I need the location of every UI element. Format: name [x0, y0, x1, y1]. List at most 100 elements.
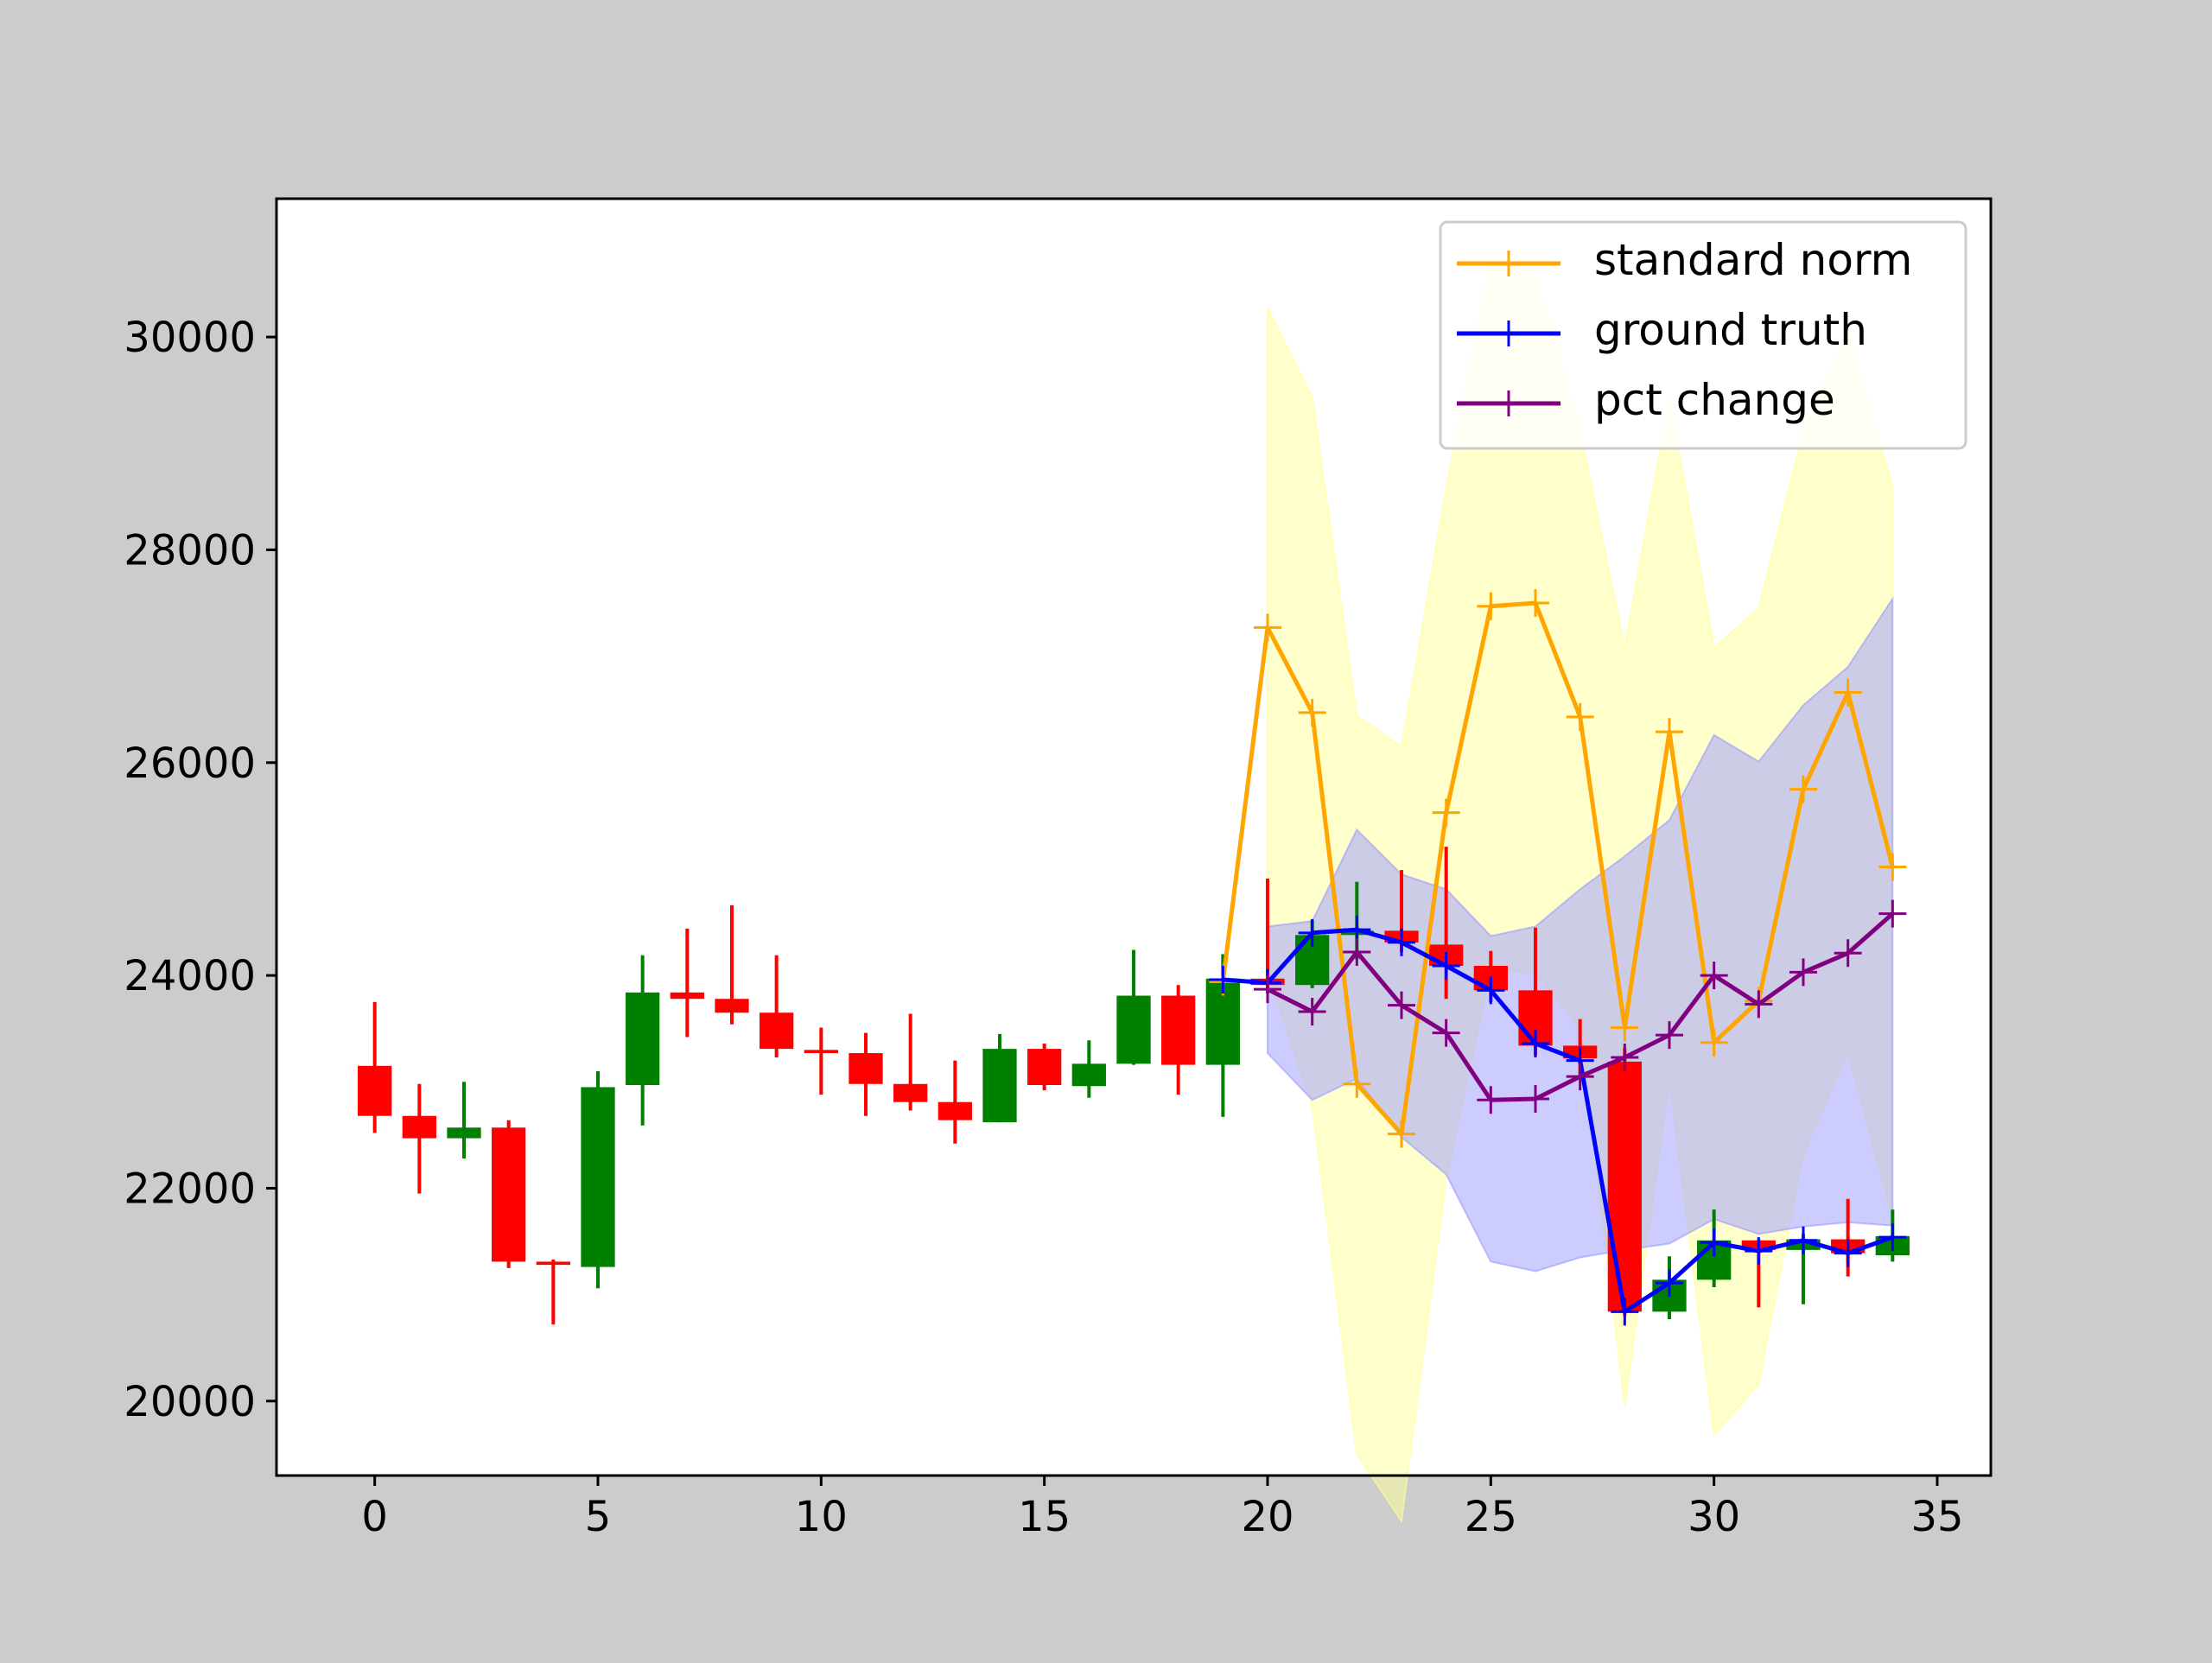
x-tick-label-15: 15 — [1018, 1493, 1071, 1541]
series-point-standard-norm-23 — [1388, 1120, 1415, 1148]
candle-17 — [1116, 949, 1151, 1065]
legend-box — [1439, 220, 1967, 450]
candle-body-0 — [358, 1065, 392, 1116]
series-point-ground-truth-24 — [1432, 952, 1460, 981]
candle-body-28 — [1607, 1061, 1642, 1312]
candle-7 — [670, 928, 704, 1038]
series-point-ground-truth-33 — [1834, 1239, 1862, 1267]
plot-frame — [275, 197, 1993, 1477]
candle-6 — [626, 955, 660, 1126]
candle-10 — [804, 1027, 838, 1095]
series-point-standard-norm-28 — [1611, 1013, 1639, 1042]
series-point-standard-norm-21 — [1298, 698, 1326, 727]
series-point-pct-change-32 — [1789, 958, 1817, 987]
legend-entry-standard-norm: standard norm — [1457, 235, 1912, 285]
series-point-standard-norm-22 — [1343, 1070, 1371, 1098]
series-point-pct-change-23 — [1388, 991, 1415, 1019]
series-point-pct-change-33 — [1834, 939, 1862, 968]
candle-body-10 — [804, 1050, 838, 1054]
series-point-pct-change-34 — [1878, 899, 1907, 928]
y-tick-label-20000: 20000 — [124, 1378, 256, 1426]
x-tick-label-25: 25 — [1465, 1493, 1517, 1541]
forecast-lines — [1209, 589, 1907, 1326]
candle-body-5 — [581, 1087, 615, 1267]
x-tick-label-35: 35 — [1910, 1493, 1963, 1541]
series-point-pct-change-22 — [1343, 938, 1371, 967]
series-point-ground-truth-30 — [1700, 1228, 1728, 1257]
series-point-pct-change-24 — [1432, 1019, 1460, 1047]
series-point-ground-truth-34 — [1878, 1223, 1907, 1252]
series-line-standard-norm — [1220, 600, 1895, 1137]
series-point-standard-norm-26 — [1522, 589, 1549, 618]
x-tick-label-0: 0 — [361, 1493, 388, 1541]
candle-13 — [938, 1060, 972, 1144]
candle-body-2 — [447, 1127, 481, 1139]
series-point-ground-truth-21 — [1298, 918, 1326, 947]
y-tick-label-22000: 22000 — [124, 1165, 256, 1213]
candle-body-11 — [849, 1053, 883, 1084]
series-point-ground-truth-26 — [1522, 1029, 1549, 1057]
series-point-ground-truth-23 — [1388, 928, 1415, 956]
legend-label-pct-change: pct change — [1594, 375, 1835, 425]
candle-body-3 — [492, 1127, 526, 1262]
candle-0 — [358, 1001, 392, 1133]
series-point-pct-change-20 — [1254, 975, 1281, 1004]
candle-14 — [982, 1033, 1017, 1123]
x-tick-label-5: 5 — [585, 1493, 612, 1541]
candle-15 — [1027, 1043, 1062, 1091]
series-ground-truth — [1209, 916, 1907, 1326]
series-point-ground-truth-31 — [1745, 1237, 1773, 1266]
legend-label-standard-norm: standard norm — [1594, 235, 1912, 285]
y-tick-label-26000: 26000 — [124, 739, 256, 788]
series-point-standard-norm-25 — [1477, 592, 1505, 620]
series-point-pct-change-25 — [1477, 1086, 1505, 1114]
y-axis: 20000 22000 24000 26000 28000 30000 — [124, 314, 276, 1426]
candle-11 — [849, 1032, 883, 1116]
series-point-pct-change-27 — [1566, 1063, 1594, 1091]
series-point-standard-norm-24 — [1432, 798, 1460, 827]
candle-28 — [1607, 1047, 1642, 1317]
candle-body-1 — [402, 1115, 436, 1139]
series-point-standard-norm-29 — [1656, 718, 1683, 746]
candle-9 — [760, 955, 794, 1057]
series-point-standard-norm-27 — [1566, 702, 1594, 731]
series-point-pct-change-31 — [1745, 990, 1773, 1019]
legend: standard norm ground truth pct change — [1439, 220, 1967, 450]
candle-body-4 — [536, 1261, 570, 1266]
x-axis: 0 5 10 15 20 25 30 35 — [361, 1476, 1964, 1541]
candle-body-9 — [760, 1012, 794, 1050]
candle-body-14 — [982, 1049, 1017, 1123]
legend-entry-ground-truth: ground truth — [1457, 305, 1867, 355]
series-point-standard-norm-33 — [1834, 678, 1862, 707]
x-tick-label-30: 30 — [1688, 1493, 1740, 1541]
candle-body-7 — [670, 992, 704, 1000]
series-point-ground-truth-25 — [1477, 976, 1505, 1005]
candle-16 — [1071, 1040, 1106, 1098]
series-point-standard-norm-32 — [1789, 775, 1817, 803]
candle-body-16 — [1071, 1063, 1106, 1087]
series-pct-change — [1254, 899, 1907, 1114]
series-point-standard-norm-20 — [1254, 613, 1281, 642]
candle-2 — [447, 1082, 481, 1158]
y-tick-label-30000: 30000 — [124, 314, 256, 362]
candle-body-12 — [893, 1083, 928, 1102]
series-line-ground-truth — [1223, 927, 1894, 1314]
candle-body-8 — [715, 999, 749, 1013]
series-point-standard-norm-34 — [1878, 853, 1907, 881]
x-tick-label-10: 10 — [795, 1493, 848, 1541]
candle-body-17 — [1116, 995, 1151, 1064]
candle-body-6 — [626, 992, 660, 1085]
series-point-pct-change-26 — [1522, 1084, 1549, 1113]
candle-3 — [492, 1120, 526, 1268]
x-tick-label-20: 20 — [1241, 1493, 1294, 1541]
series-point-ground-truth-29 — [1656, 1269, 1683, 1298]
series-point-pct-change-29 — [1656, 1021, 1683, 1050]
candle-1 — [402, 1083, 436, 1194]
series-point-ground-truth-19 — [1209, 966, 1237, 994]
candle-body-18 — [1161, 995, 1196, 1065]
candle-8 — [715, 904, 749, 1025]
candle-18 — [1161, 985, 1196, 1095]
candle-body-15 — [1027, 1049, 1062, 1085]
